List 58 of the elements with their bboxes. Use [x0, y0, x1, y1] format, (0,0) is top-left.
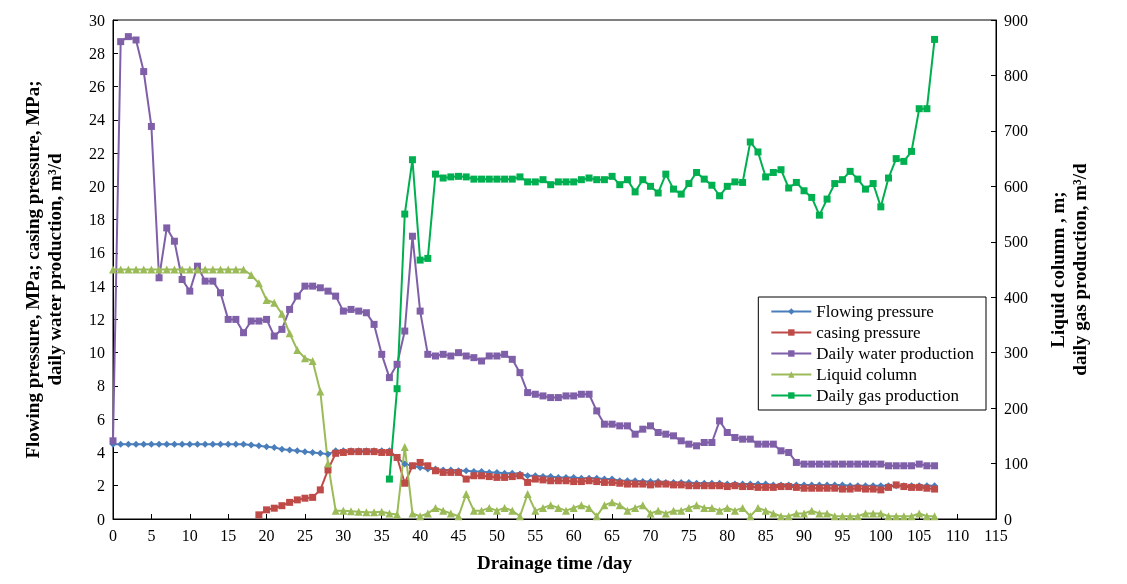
- x-tick-label: 15: [220, 526, 237, 544]
- y2-tick-label: 0: [1004, 510, 1012, 528]
- y-tick-label: 22: [89, 144, 105, 162]
- legend-label: Daily water production: [816, 344, 975, 363]
- x-tick-label: 100: [868, 526, 893, 544]
- y2-tick-label: 100: [1004, 455, 1028, 473]
- y2-tick-label: 600: [1004, 177, 1028, 195]
- y2-tick-label: 800: [1004, 66, 1028, 84]
- x-tick-label: 85: [757, 526, 774, 544]
- y-tick-label: 20: [89, 177, 105, 195]
- x-tick-label: 65: [604, 526, 621, 544]
- x-tick-label: 20: [258, 526, 275, 544]
- x-tick-label: 115: [984, 526, 1008, 544]
- y2-tick-label: 300: [1004, 344, 1028, 362]
- y2-tick-label: 900: [1004, 11, 1028, 29]
- y-tick-label: 24: [89, 111, 105, 129]
- legend-label: Daily gas production: [816, 386, 960, 405]
- legend-label: Liquid column: [816, 365, 918, 384]
- x-tick-label: 5: [147, 526, 156, 544]
- x-tick-label: 0: [109, 526, 117, 544]
- y-tick-label: 18: [89, 211, 105, 229]
- y2-tick-label: 400: [1004, 288, 1028, 306]
- y-tick-label: 2: [97, 477, 105, 495]
- y-axis-title: Flowing pressure, MPa; casing pressure, MPa; daily water production, m³/d: [21, 80, 65, 459]
- x-tick-label: 45: [450, 526, 467, 544]
- x-tick-label: 40: [412, 526, 429, 544]
- x-tick-label: 105: [907, 526, 932, 544]
- x-tick-label: 110: [945, 526, 970, 544]
- legend-label: casing pressure: [816, 323, 921, 342]
- y2-tick-label: 500: [1004, 233, 1028, 251]
- x-tick-label: 70: [642, 526, 659, 544]
- x-tick-label: 10: [181, 526, 198, 544]
- y2-tick-label: 200: [1004, 399, 1028, 417]
- y-tick-label: 4: [97, 443, 105, 461]
- x-tick-label: 80: [719, 526, 736, 544]
- y2-tick-label: 700: [1004, 122, 1028, 140]
- x-tick-label: 55: [527, 526, 544, 544]
- y-tick-label: 10: [89, 344, 105, 362]
- y-tick-label: 12: [89, 310, 105, 328]
- y2-axis-title: Liquid column , m; daily gas production, m³/d: [1046, 162, 1090, 376]
- x-tick-label: 30: [335, 526, 352, 544]
- y-tick-label: 30: [89, 11, 105, 29]
- legend-label: Flowing pressure: [816, 302, 934, 321]
- y-tick-label: 0: [97, 510, 105, 528]
- x-axis-title: Drainage time /day: [476, 551, 633, 573]
- y-tick-label: 6: [97, 410, 105, 428]
- x-tick-label: 90: [796, 526, 813, 544]
- y-tick-label: 26: [89, 78, 105, 96]
- x-tick-label: 95: [834, 526, 851, 544]
- y-tick-label: 8: [97, 377, 105, 395]
- y-tick-label: 28: [89, 44, 105, 62]
- x-tick-label: 60: [565, 526, 582, 544]
- x-tick-label: 35: [373, 526, 390, 544]
- x-tick-label: 75: [680, 526, 697, 544]
- y-tick-label: 16: [89, 244, 105, 262]
- x-tick-label: 25: [296, 526, 313, 544]
- x-tick-label: 50: [488, 526, 505, 544]
- y-tick-label: 14: [89, 277, 105, 295]
